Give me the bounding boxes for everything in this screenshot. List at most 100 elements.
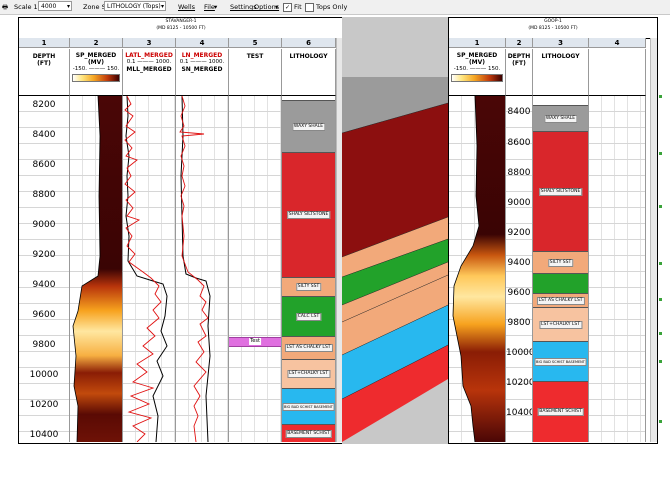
sp-track[interactable] (449, 96, 506, 442)
correlation-band[interactable] (342, 77, 448, 133)
lithology-zone[interactable]: CALC LST (282, 296, 335, 336)
lithology-zone[interactable]: LST+CHALKY LST (533, 307, 588, 341)
correlation-band[interactable] (342, 275, 448, 355)
fit-checkbox[interactable]: ✓ Fit (283, 2, 302, 12)
zone-marker[interactable] (659, 420, 662, 423)
normal-curves (179, 96, 211, 442)
resistivity-track[interactable] (123, 96, 176, 442)
sp-track[interactable] (70, 96, 123, 442)
scale-min: 0.1 (179, 59, 189, 65)
zone-marker[interactable] (659, 95, 662, 98)
zone-marker[interactable] (659, 360, 662, 363)
lithology-zone[interactable]: BIG BAD SCHIST BASEMENT (282, 388, 335, 424)
lithology-track[interactable]: WAXY SHALE SHALY SILTSTONE SILTY SST CAL… (282, 96, 336, 442)
correlation-bands (342, 77, 448, 442)
correlation-band[interactable] (342, 239, 448, 305)
correlation-panel (342, 17, 448, 444)
depth-tick: 9600 (32, 310, 56, 320)
zone-marker[interactable] (659, 152, 662, 155)
lithology-label: WAXY SHALE (291, 122, 326, 131)
right-panel-scrollbar[interactable] (650, 38, 657, 442)
scale-select[interactable]: 4000 ▾ (38, 1, 72, 11)
left-well-subtitle: (MD 8125 - 10500 FT) (156, 26, 206, 31)
correlation-band[interactable] (342, 345, 448, 442)
lithology-zone[interactable]: BASEMENT SCHIST (282, 424, 335, 442)
test-marker-label: Test (249, 338, 261, 345)
lithology-zone[interactable]: SHALY SILTSTONE (533, 131, 588, 251)
zone-marker[interactable] (659, 298, 662, 301)
depth-tick: 8200 (32, 100, 56, 110)
lithology-zone[interactable]: SILTY SST (533, 251, 588, 273)
lithology-zone[interactable]: LST AS CHALKY LST (533, 293, 588, 307)
zone-marker[interactable] (659, 332, 662, 335)
column-number[interactable]: 3 (123, 38, 176, 48)
column-number[interactable]: 5 (229, 38, 282, 48)
scale-value: 4000 (41, 3, 57, 10)
sp-curve-name: SP_MERGED (MV) (75, 52, 117, 66)
empty-track[interactable] (589, 96, 646, 442)
lithology-zone[interactable] (533, 273, 588, 293)
depth-tick: 9400 (507, 258, 531, 268)
zone-set-select[interactable]: LITHOLOGY (Tops) ▾ (104, 1, 166, 11)
test-track[interactable]: Test (229, 96, 282, 442)
depth-tick: 8600 (32, 160, 56, 170)
sp-curve-header: SP_MERGED (MV) -150. ——— 150. (449, 49, 506, 96)
column-number[interactable]: 2 (506, 38, 533, 48)
lithology-label: SILTY SST (295, 283, 322, 291)
tops-only-label: Tops Only (316, 3, 348, 11)
scale-min: -150. (72, 66, 87, 72)
lithology-label: LST AS CHALKY LST (536, 296, 585, 305)
sn-curve-name: SN_MERGED (181, 66, 223, 73)
left-well-name: STAVANGER-1 (165, 19, 197, 24)
column-number[interactable]: 2 (70, 38, 123, 48)
file-menu[interactable]: File (204, 3, 215, 11)
column-number[interactable]: 3 (533, 38, 589, 48)
empty-column-header (589, 49, 646, 96)
print-icon[interactable]: 🖶 (2, 3, 9, 11)
column-number[interactable]: 1 (19, 38, 70, 48)
lithology-column-header: LITHOLOGY (533, 49, 589, 96)
zone-marker[interactable] (659, 205, 662, 208)
sp-scale-range: -150. ——— 150. (453, 66, 501, 72)
test-marker[interactable]: Test (229, 337, 281, 347)
settings-menu[interactable]: Settings (230, 3, 257, 11)
lithology-zone[interactable]: BIG BAD SCHIST BASEMENT (533, 341, 588, 381)
depth-tick: 10200 (506, 378, 533, 388)
latl-curve-name: LATL_MERGED (125, 52, 173, 59)
normal-curve-track[interactable] (176, 96, 229, 442)
lithology-zone[interactable]: LST AS CHALKY LST (282, 336, 335, 359)
tops-only-checkbox[interactable]: Tops Only (305, 2, 347, 12)
correlation-band[interactable] (342, 103, 448, 257)
depth-tick: 8400 (32, 130, 56, 140)
column-number[interactable]: 4 (176, 38, 229, 48)
lithology-zone[interactable]: SILTY SST (282, 277, 335, 296)
left-well-panel: STAVANGER-1 (MD 8125 - 10500 FT) 1 2 3 4… (18, 17, 344, 444)
wells-menu[interactable]: Wells (178, 3, 196, 11)
column-number[interactable]: 4 (589, 38, 646, 48)
sp-curve-name: SP_MERGED (MV) (456, 52, 498, 66)
lithology-label: LST+CHALKY LST (538, 320, 583, 329)
lithology-zone[interactable]: LST+CHALKY LST (282, 359, 335, 388)
fit-label: Fit (294, 3, 302, 11)
depth-tick: 10000 (506, 348, 533, 358)
mll-curve-name: MLL_MERGED (126, 66, 172, 73)
lithology-zone[interactable]: WAXY SHALE (282, 100, 335, 152)
scale-max: 1000. (155, 59, 172, 65)
lithology-label: BIG BAD SCHIST BASEMENT (534, 357, 587, 366)
left-panel-scrollbar[interactable] (336, 38, 343, 442)
correlation-band[interactable] (342, 262, 448, 322)
ln-scale-range: 0.1 ——— 1000. (179, 59, 225, 65)
zone-marker[interactable] (659, 262, 662, 265)
correlation-band[interactable] (342, 305, 448, 399)
lithology-label: BIG BAD SCHIST BASEMENT (282, 402, 335, 411)
correlation-band[interactable] (342, 217, 448, 277)
options-menu[interactable]: Options (254, 3, 280, 11)
column-number[interactable]: 1 (449, 38, 506, 48)
lithology-zone[interactable]: WAXY SHALE (533, 105, 588, 131)
lithology-zone[interactable]: BASEMENT SCHIST (533, 381, 588, 442)
resistivity-curve-header: LATL_MERGED 0.1 ——— 1000. MLL_MERGED (123, 49, 176, 96)
lithology-track[interactable]: WAXY SHALE SHALY SILTSTONE SILTY SST LST… (533, 96, 589, 442)
column-number[interactable]: 6 (282, 38, 336, 48)
lithology-label: LST+CHALKY LST (286, 370, 331, 378)
lithology-zone[interactable]: SHALY SILTSTONE (282, 152, 335, 277)
